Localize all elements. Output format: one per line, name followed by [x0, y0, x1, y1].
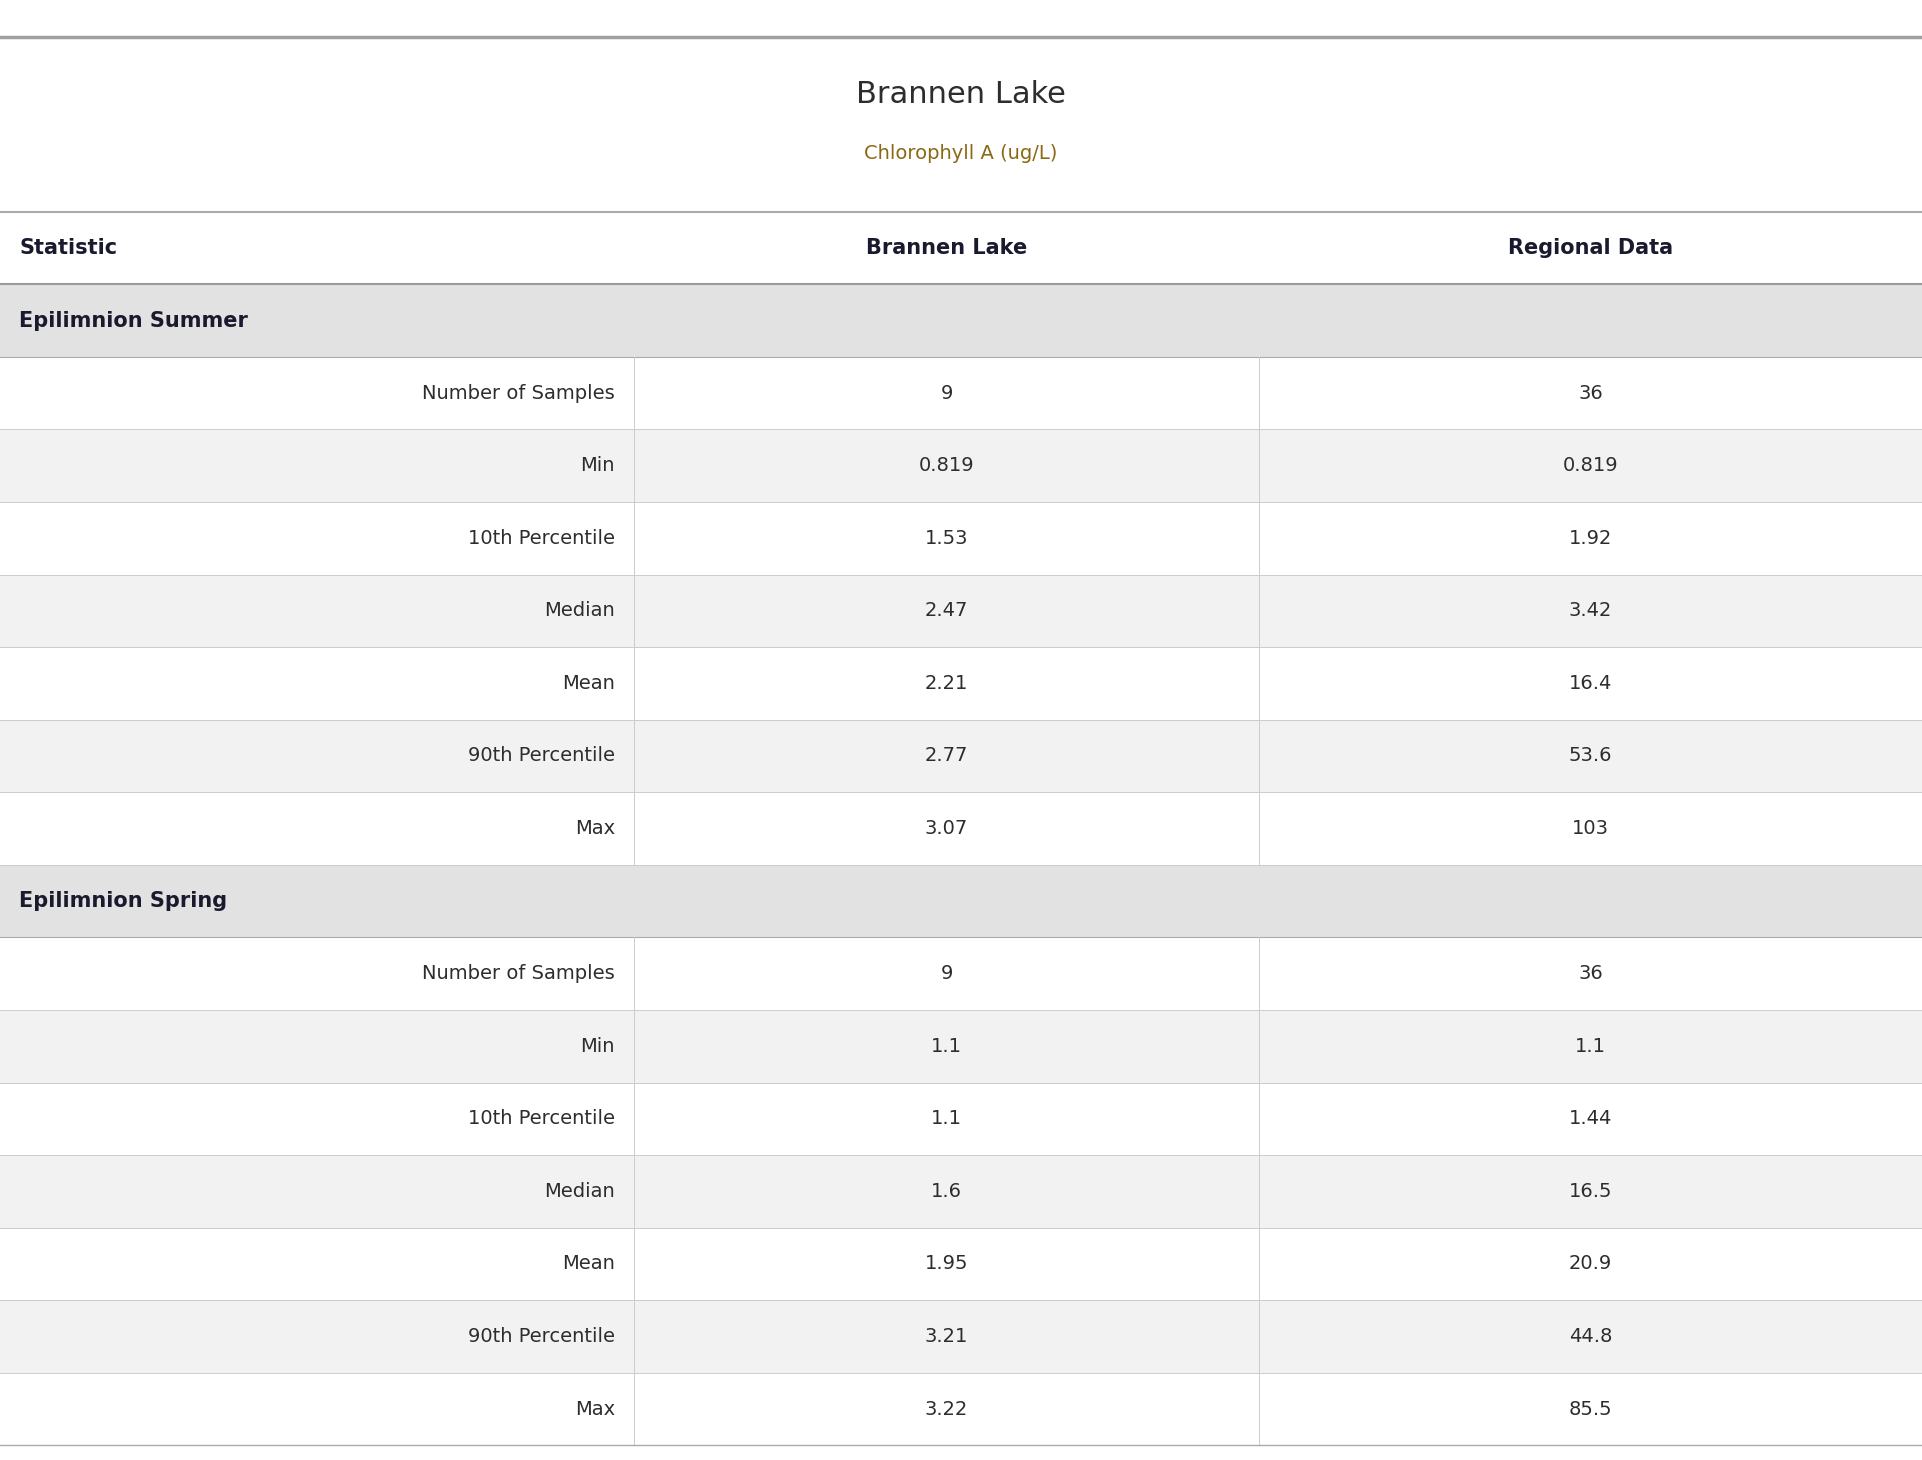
Text: Regional Data: Regional Data [1509, 238, 1672, 258]
Bar [0, 1082, 1922, 1155]
Text: 2.47: 2.47 [924, 602, 969, 620]
Bar [0, 429, 1922, 502]
Text: Max: Max [575, 819, 615, 838]
Bar [0, 1010, 1922, 1082]
Text: Epilimnion Spring: Epilimnion Spring [19, 891, 227, 911]
Bar [0, 356, 1922, 429]
Bar [0, 937, 1922, 1010]
Text: 1.92: 1.92 [1568, 529, 1613, 548]
Text: 10th Percentile: 10th Percentile [469, 529, 615, 548]
Text: 1.44: 1.44 [1568, 1110, 1613, 1129]
Text: 90th Percentile: 90th Percentile [469, 746, 615, 765]
Text: 3.22: 3.22 [924, 1400, 969, 1419]
Text: Median: Median [544, 602, 615, 620]
Text: 103: 103 [1572, 819, 1609, 838]
Text: 3.21: 3.21 [924, 1327, 969, 1346]
Text: Min: Min [580, 456, 615, 474]
Text: 44.8: 44.8 [1568, 1327, 1613, 1346]
Text: 1.95: 1.95 [924, 1254, 969, 1273]
Text: 90th Percentile: 90th Percentile [469, 1327, 615, 1346]
Text: 1.1: 1.1 [930, 1110, 963, 1129]
Text: Number of Samples: Number of Samples [423, 384, 615, 403]
Text: 53.6: 53.6 [1568, 746, 1613, 765]
Bar [0, 1155, 1922, 1228]
Text: 1.6: 1.6 [930, 1183, 963, 1202]
Text: Min: Min [580, 1037, 615, 1056]
Bar [0, 212, 1922, 285]
Text: Statistic: Statistic [19, 238, 117, 258]
Bar [0, 575, 1922, 647]
Text: 3.07: 3.07 [924, 819, 969, 838]
Text: Brannen Lake: Brannen Lake [855, 80, 1067, 110]
Text: Number of Samples: Number of Samples [423, 964, 615, 983]
Bar [0, 285, 1922, 356]
Text: 3.42: 3.42 [1568, 602, 1613, 620]
Text: 9: 9 [940, 964, 953, 983]
Text: Mean: Mean [561, 1254, 615, 1273]
Bar [0, 720, 1922, 793]
Text: 2.77: 2.77 [924, 746, 969, 765]
Text: 0.819: 0.819 [1563, 456, 1618, 474]
Text: 10th Percentile: 10th Percentile [469, 1110, 615, 1129]
Text: 16.5: 16.5 [1568, 1183, 1613, 1202]
Text: Brannen Lake: Brannen Lake [867, 238, 1026, 258]
Bar [0, 502, 1922, 575]
Bar [0, 647, 1922, 720]
Text: Max: Max [575, 1400, 615, 1419]
Bar [0, 864, 1922, 937]
Bar [0, 1301, 1922, 1372]
Text: 16.4: 16.4 [1568, 675, 1613, 693]
Text: Mean: Mean [561, 675, 615, 693]
Text: 20.9: 20.9 [1568, 1254, 1613, 1273]
Text: 0.819: 0.819 [919, 456, 974, 474]
Bar [0, 1228, 1922, 1301]
Text: 36: 36 [1578, 964, 1603, 983]
Text: 85.5: 85.5 [1568, 1400, 1613, 1419]
Text: 1.1: 1.1 [930, 1037, 963, 1056]
Text: 9: 9 [940, 384, 953, 403]
Text: 1.53: 1.53 [924, 529, 969, 548]
Text: Median: Median [544, 1183, 615, 1202]
Text: 1.1: 1.1 [1574, 1037, 1607, 1056]
Text: Chlorophyll A (ug/L): Chlorophyll A (ug/L) [865, 143, 1057, 164]
Bar [0, 1372, 1922, 1445]
Bar [0, 793, 1922, 864]
Text: 2.21: 2.21 [924, 675, 969, 693]
Text: Epilimnion Summer: Epilimnion Summer [19, 311, 248, 330]
Text: 36: 36 [1578, 384, 1603, 403]
